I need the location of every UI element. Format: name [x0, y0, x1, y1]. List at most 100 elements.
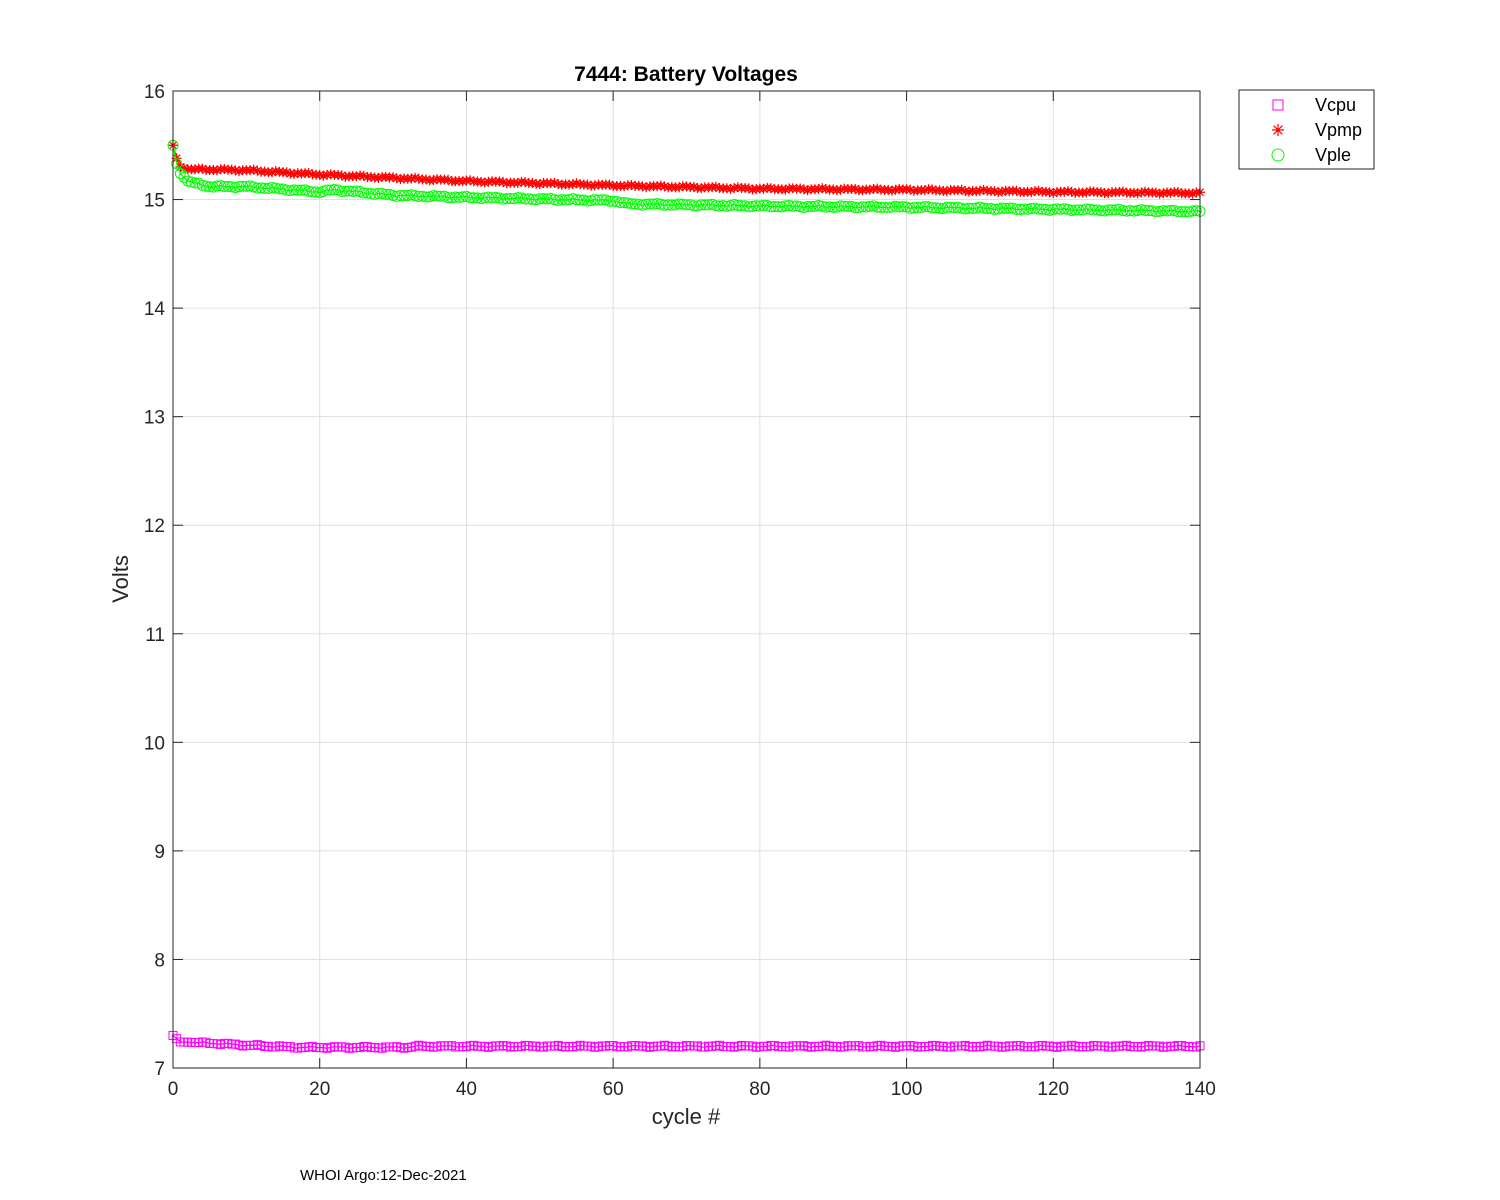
data-point-vpmp	[212, 165, 223, 176]
data-point-vple	[306, 186, 318, 198]
data-point-vpmp	[1044, 187, 1055, 198]
data-point-vple	[838, 200, 850, 212]
data-point-vple	[864, 200, 876, 212]
data-point-vpmp	[1150, 187, 1161, 198]
data-point-vple	[842, 200, 854, 212]
data-point-vpmp	[641, 182, 652, 193]
data-point-vpmp	[571, 178, 582, 189]
data-point-vpmp	[318, 170, 329, 181]
data-point-vple	[292, 184, 304, 196]
data-point-vpmp	[428, 175, 439, 186]
ticks: 0 20 40 60 80 100 120 140 7 8 9 10 11 12 13 14 15 16	[144, 82, 1216, 1100]
footer-credit: WHOI Argo:12-Dec-2021	[300, 1167, 467, 1184]
data-point-vpmp	[1033, 185, 1044, 196]
data-point-vple	[592, 194, 604, 206]
data-point-vpmp	[1059, 186, 1070, 197]
data-point-vple	[380, 188, 392, 200]
data-point-vple	[394, 190, 406, 202]
data-point-vple	[805, 200, 817, 212]
data-point-vple	[963, 202, 975, 214]
data-point-vple	[204, 181, 216, 193]
data-point-vple	[402, 190, 414, 202]
data-point-vpmp	[974, 185, 985, 196]
data-point-vpmp	[413, 173, 424, 184]
data-point-vple	[647, 198, 659, 210]
data-point-vpmp	[1026, 187, 1037, 198]
data-point-vple	[1154, 205, 1166, 217]
y-tick-label: 13	[144, 408, 165, 429]
data-point-vpmp	[388, 172, 399, 183]
data-point-vple	[255, 182, 267, 194]
x-tick-label: 120	[1037, 1079, 1069, 1100]
data-point-vple	[596, 194, 608, 206]
data-point-vpmp	[1172, 187, 1183, 198]
data-point-vple	[303, 185, 315, 197]
x-tick-label: 100	[891, 1079, 923, 1100]
data-point-vple	[633, 198, 645, 210]
data-point-vple	[948, 202, 960, 214]
data-point-vpmp	[725, 183, 736, 194]
data-point-vple	[743, 201, 755, 213]
data-point-vple	[222, 180, 234, 192]
data-point-vpmp	[476, 176, 487, 187]
data-point-vple	[589, 194, 601, 206]
data-point-vple	[897, 201, 909, 213]
data-point-vpmp	[729, 183, 740, 194]
data-point-vple	[490, 191, 502, 203]
data-point-vple	[1091, 204, 1103, 216]
data-point-vple	[501, 193, 513, 205]
data-point-vpmp	[619, 181, 630, 192]
data-point-vpmp	[883, 184, 894, 195]
y-tick-label: 12	[144, 516, 165, 537]
data-point-vple	[420, 191, 432, 203]
data-point-vpmp	[989, 186, 1000, 197]
data-point-vpmp	[1011, 185, 1022, 196]
data-point-vple	[200, 180, 212, 192]
data-point-vple	[879, 201, 891, 213]
data-point-vpmp	[956, 184, 967, 195]
legend-label-vple: Vple	[1315, 145, 1351, 165]
data-point-vple	[614, 197, 626, 209]
data-point-vple	[497, 193, 509, 205]
data-point-vple	[552, 194, 564, 206]
y-tick-label: 16	[144, 82, 165, 103]
data-point-vple	[1003, 202, 1015, 214]
legend-item-vpmp: Vpmp	[1272, 120, 1362, 140]
data-point-vpmp	[820, 183, 831, 194]
data-point-vple	[816, 200, 828, 212]
data-point-vpmp	[905, 184, 916, 195]
data-point-vple	[1011, 204, 1023, 216]
data-point-vple	[1124, 205, 1136, 217]
data-point-vple	[1110, 204, 1122, 216]
data-point-vple	[629, 198, 641, 210]
data-point-vpmp	[872, 183, 883, 194]
data-point-vple	[453, 191, 465, 203]
data-point-vple	[967, 202, 979, 214]
data-point-vple	[886, 201, 898, 213]
data-point-vple	[765, 201, 777, 213]
data-point-vple	[728, 199, 740, 211]
data-point-vpmp	[886, 185, 897, 196]
data-point-vpmp	[817, 183, 828, 194]
data-point-vple	[211, 180, 223, 192]
data-point-vple	[644, 198, 656, 210]
data-point-vple	[860, 201, 872, 213]
data-point-vpmp	[765, 183, 776, 194]
data-point-vple	[171, 158, 183, 170]
y-tick-label: 14	[144, 299, 166, 320]
data-point-vple	[651, 198, 663, 210]
data-point-vple	[1073, 204, 1085, 216]
data-point-vpmp	[322, 169, 333, 180]
data-point-vple	[416, 190, 428, 202]
legend-box	[1238, 89, 1375, 170]
data-point-vple	[574, 194, 586, 206]
data-point-vple	[1161, 205, 1173, 217]
data-point-vple	[295, 184, 307, 196]
data-point-vple	[240, 180, 252, 192]
data-point-vpmp	[406, 173, 417, 184]
data-point-vpmp	[465, 175, 476, 186]
data-point-vpmp	[758, 183, 769, 194]
data-point-vpmp	[391, 173, 402, 184]
data-point-vple	[174, 168, 186, 180]
data-point-vpmp	[802, 185, 813, 196]
